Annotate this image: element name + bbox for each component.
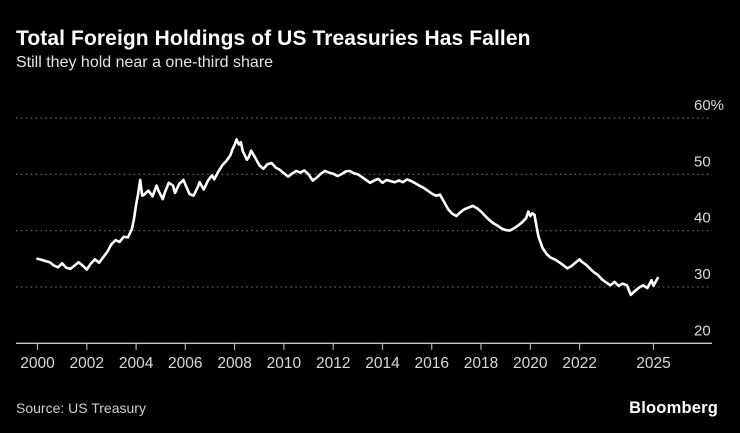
chart-header: Total Foreign Holdings of US Treasuries … (16, 26, 724, 72)
x-tick-label: 2016 (414, 355, 448, 372)
x-tick-label: 2002 (70, 355, 104, 372)
y-tick-label: 60% (694, 97, 724, 114)
x-tick-label: 2000 (20, 355, 55, 372)
y-tick-label: 20 (694, 322, 711, 339)
chart-title: Total Foreign Holdings of US Treasuries … (16, 27, 531, 50)
x-tick-label: 2004 (119, 355, 154, 372)
x-tick-label: 2010 (267, 355, 302, 372)
chart-footer: Source: US Treasury Bloomberg (16, 399, 718, 418)
chart-subtitle: Still they hold near a one-third share (16, 54, 274, 72)
x-tick-label: 2006 (168, 355, 202, 372)
y-tick-label: 40 (694, 210, 711, 227)
x-tick-label: 2012 (316, 355, 350, 372)
x-tick-label: 2022 (562, 355, 596, 372)
x-tick-label: 2025 (636, 355, 670, 372)
x-tick-label: 2018 (464, 355, 498, 372)
y-tick-label: 50 (694, 153, 711, 170)
source-label: Source: US Treasury (16, 400, 146, 416)
data-line (36, 138, 660, 297)
y-tick-label: 30 (694, 266, 711, 283)
x-tick-label: 2020 (513, 355, 548, 372)
x-tick-label: 2014 (365, 355, 400, 372)
x-tick-label: 2008 (217, 355, 251, 372)
bloomberg-logo: Bloomberg (629, 399, 718, 417)
